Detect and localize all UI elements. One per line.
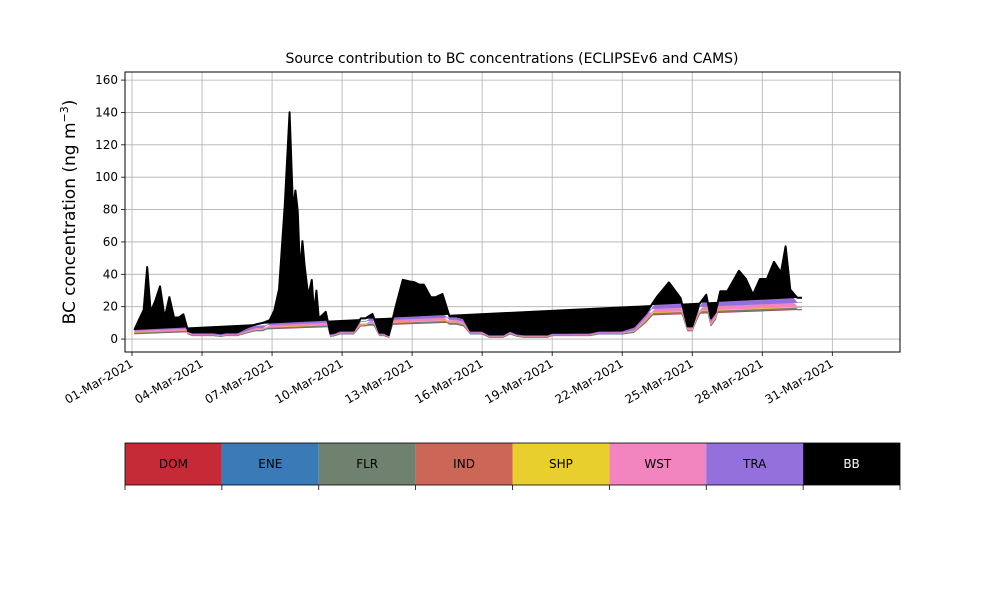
legend-label-dom: DOM [159,457,188,471]
legend-label-tra: TRA [742,457,767,471]
legend-swatch-bb [803,443,900,485]
legend-swatch-ene [221,443,319,485]
y-tick-label: 20 [103,300,118,314]
legend-swatch-ind [415,443,513,485]
y-tick-label: 160 [95,73,118,87]
legend-label-bb: BB [843,457,859,471]
y-axis-label-close: ) [60,100,80,107]
legend-label-flr: FLR [356,457,378,471]
legend-swatch-wst [609,443,707,485]
plot-frame [124,71,901,353]
legend-label-ind: IND [453,457,475,471]
legend-label-shp: SHP [549,457,573,471]
y-axis-label-text: BC concentration (ng m [60,122,80,324]
y-tick-label: 140 [95,105,118,119]
legend-swatch-shp [512,443,610,485]
y-tick-label: 0 [110,332,118,346]
y-axis: 0 20 40 60 80 100 120 140 160 [95,73,125,346]
chart-title: Source contribution to BC concentrations… [285,51,738,67]
stacked-areas [133,111,802,338]
legend-label-ene: ENE [258,457,282,471]
y-tick-label: 60 [103,235,118,249]
y-tick-label: 100 [95,170,118,184]
y-axis-label: BC concentration (ng m−3) [58,100,80,325]
y-tick-label: 120 [95,138,118,152]
legend-swatch-tra [706,443,804,485]
y-tick-label: 80 [103,203,118,217]
legend-colorbar: DOM ENE FLR IND SHP WST TRA BB [124,442,901,490]
total-outline [133,111,802,337]
legend-swatch-dom [125,443,222,485]
legend-swatch-flr [318,443,416,485]
legend-frame [124,442,901,486]
grid-lines [125,72,900,352]
y-axis-label-superscript: −3 [58,106,71,122]
y-tick-label: 40 [103,267,118,281]
legend-label-wst: WST [644,457,671,471]
